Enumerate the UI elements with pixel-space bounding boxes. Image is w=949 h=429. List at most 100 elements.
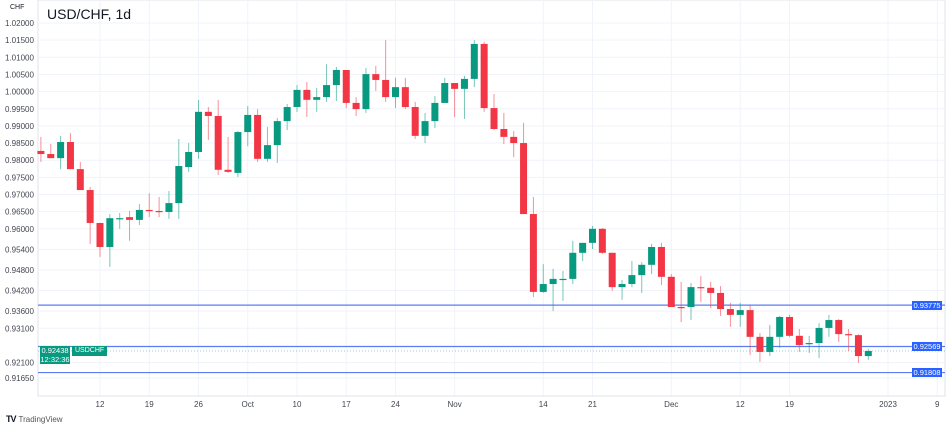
candle-down <box>717 292 725 310</box>
chart-title: USD/CHF, 1d <box>47 6 132 22</box>
candle-down <box>490 108 498 129</box>
y-tick-label: 1.00500 <box>5 70 34 79</box>
bar-countdown: 12:32:36 <box>40 355 70 365</box>
candle-up <box>244 114 252 133</box>
candle-down <box>214 115 222 170</box>
x-tick-label: 12 <box>736 400 745 409</box>
x-tick-label: 19 <box>785 400 794 409</box>
candle-down <box>697 287 705 289</box>
y-tick-label: 1.01500 <box>5 36 34 45</box>
candle-down <box>372 74 380 80</box>
candle-down <box>854 335 862 357</box>
y-tick-label: 0.97000 <box>5 191 34 200</box>
x-tick-label: 9 <box>935 400 940 409</box>
x-tick-label: Dec <box>664 400 678 409</box>
y-tick-label: 0.95400 <box>5 245 34 254</box>
x-tick-label: 12 <box>96 400 105 409</box>
candle-up <box>392 87 399 98</box>
candle-down <box>726 309 734 315</box>
candle-down <box>66 142 74 170</box>
candle-up <box>106 218 114 247</box>
candle-up <box>165 203 173 212</box>
candle-up <box>638 264 646 276</box>
candle-up <box>175 166 183 204</box>
x-tick-label: 17 <box>342 400 351 409</box>
candle-down <box>204 111 212 116</box>
candle-down <box>746 310 754 337</box>
x-tick-label: 26 <box>194 400 203 409</box>
x-tick-label: 10 <box>293 400 302 409</box>
candle-down <box>352 102 360 110</box>
y-tick-label: 0.92100 <box>5 359 34 368</box>
x-tick-label: 19 <box>145 400 154 409</box>
x-tick-label: 2023 <box>879 400 897 409</box>
y-tick-label: 0.99000 <box>5 122 34 131</box>
y-tick-label: 0.98000 <box>5 156 34 165</box>
candle-down <box>500 128 508 137</box>
candle-up <box>332 69 340 86</box>
candle-down <box>37 150 45 155</box>
tv-logo-icon: TV <box>6 414 16 424</box>
candle-up <box>116 218 124 220</box>
candle-down <box>254 114 262 159</box>
candle-down <box>608 252 616 288</box>
candle-up <box>864 350 872 357</box>
y-tick-label: 1.00000 <box>5 88 34 97</box>
candle-up <box>185 151 193 168</box>
candle-up <box>362 74 370 110</box>
candle-down <box>382 79 390 98</box>
candle-up <box>195 111 202 152</box>
candle-down <box>677 307 685 309</box>
y-tick-label: 0.93600 <box>5 307 34 316</box>
y-tick-label: 0.97500 <box>5 173 34 182</box>
price-line-label[interactable]: 0.92569 <box>912 341 942 351</box>
candle-up <box>589 228 596 243</box>
y-tick-label: 0.94800 <box>5 266 34 275</box>
x-tick-label: Oct <box>242 400 255 409</box>
candle-down <box>480 43 488 109</box>
candle-up <box>815 327 823 344</box>
price-line-label[interactable]: 0.91808 <box>912 368 942 378</box>
candle-down <box>795 335 803 346</box>
y-tick-label: 0.96500 <box>5 208 34 217</box>
candle-up <box>263 145 271 159</box>
x-tick-label: 21 <box>588 400 597 409</box>
candle-down <box>598 228 606 253</box>
candle-up <box>293 89 301 108</box>
candle-down <box>835 320 843 335</box>
y-tick-label: 0.93100 <box>5 324 34 333</box>
x-tick-label: 24 <box>391 400 400 409</box>
candle-down <box>657 246 665 277</box>
candle-up <box>618 284 626 288</box>
candle-down <box>451 83 459 89</box>
candle-down <box>707 287 715 293</box>
candle-down <box>786 316 793 336</box>
candle-up <box>135 209 143 220</box>
candle-up <box>283 107 291 122</box>
price-line-label[interactable]: 0.93775 <box>912 300 942 310</box>
candle-down <box>510 136 518 144</box>
candle-up <box>323 85 331 98</box>
y-tick-label: 0.94200 <box>5 287 34 296</box>
symbol-tag: USDCHF <box>72 346 108 357</box>
candle-up <box>460 78 468 89</box>
tradingview-logo[interactable]: TV TradingView <box>6 414 63 424</box>
candle-down <box>47 154 55 159</box>
candle-down <box>845 334 853 336</box>
candle-down <box>520 143 528 215</box>
candle-down <box>76 169 84 191</box>
current-price-value: 0.92438 <box>41 346 69 356</box>
candle-down <box>86 190 94 223</box>
candle-up <box>421 121 429 136</box>
candle-up <box>57 142 65 159</box>
candle-up <box>628 275 636 285</box>
current-price-label: 0.92438 12:32:36 <box>40 346 70 365</box>
candle-up <box>431 102 439 122</box>
price-unit-label: CHF <box>10 4 25 11</box>
candle-down <box>401 87 409 108</box>
candle-down <box>529 214 537 292</box>
candle-up <box>766 336 774 352</box>
candle-up <box>736 310 744 315</box>
y-tick-label: 1.02000 <box>5 19 34 28</box>
